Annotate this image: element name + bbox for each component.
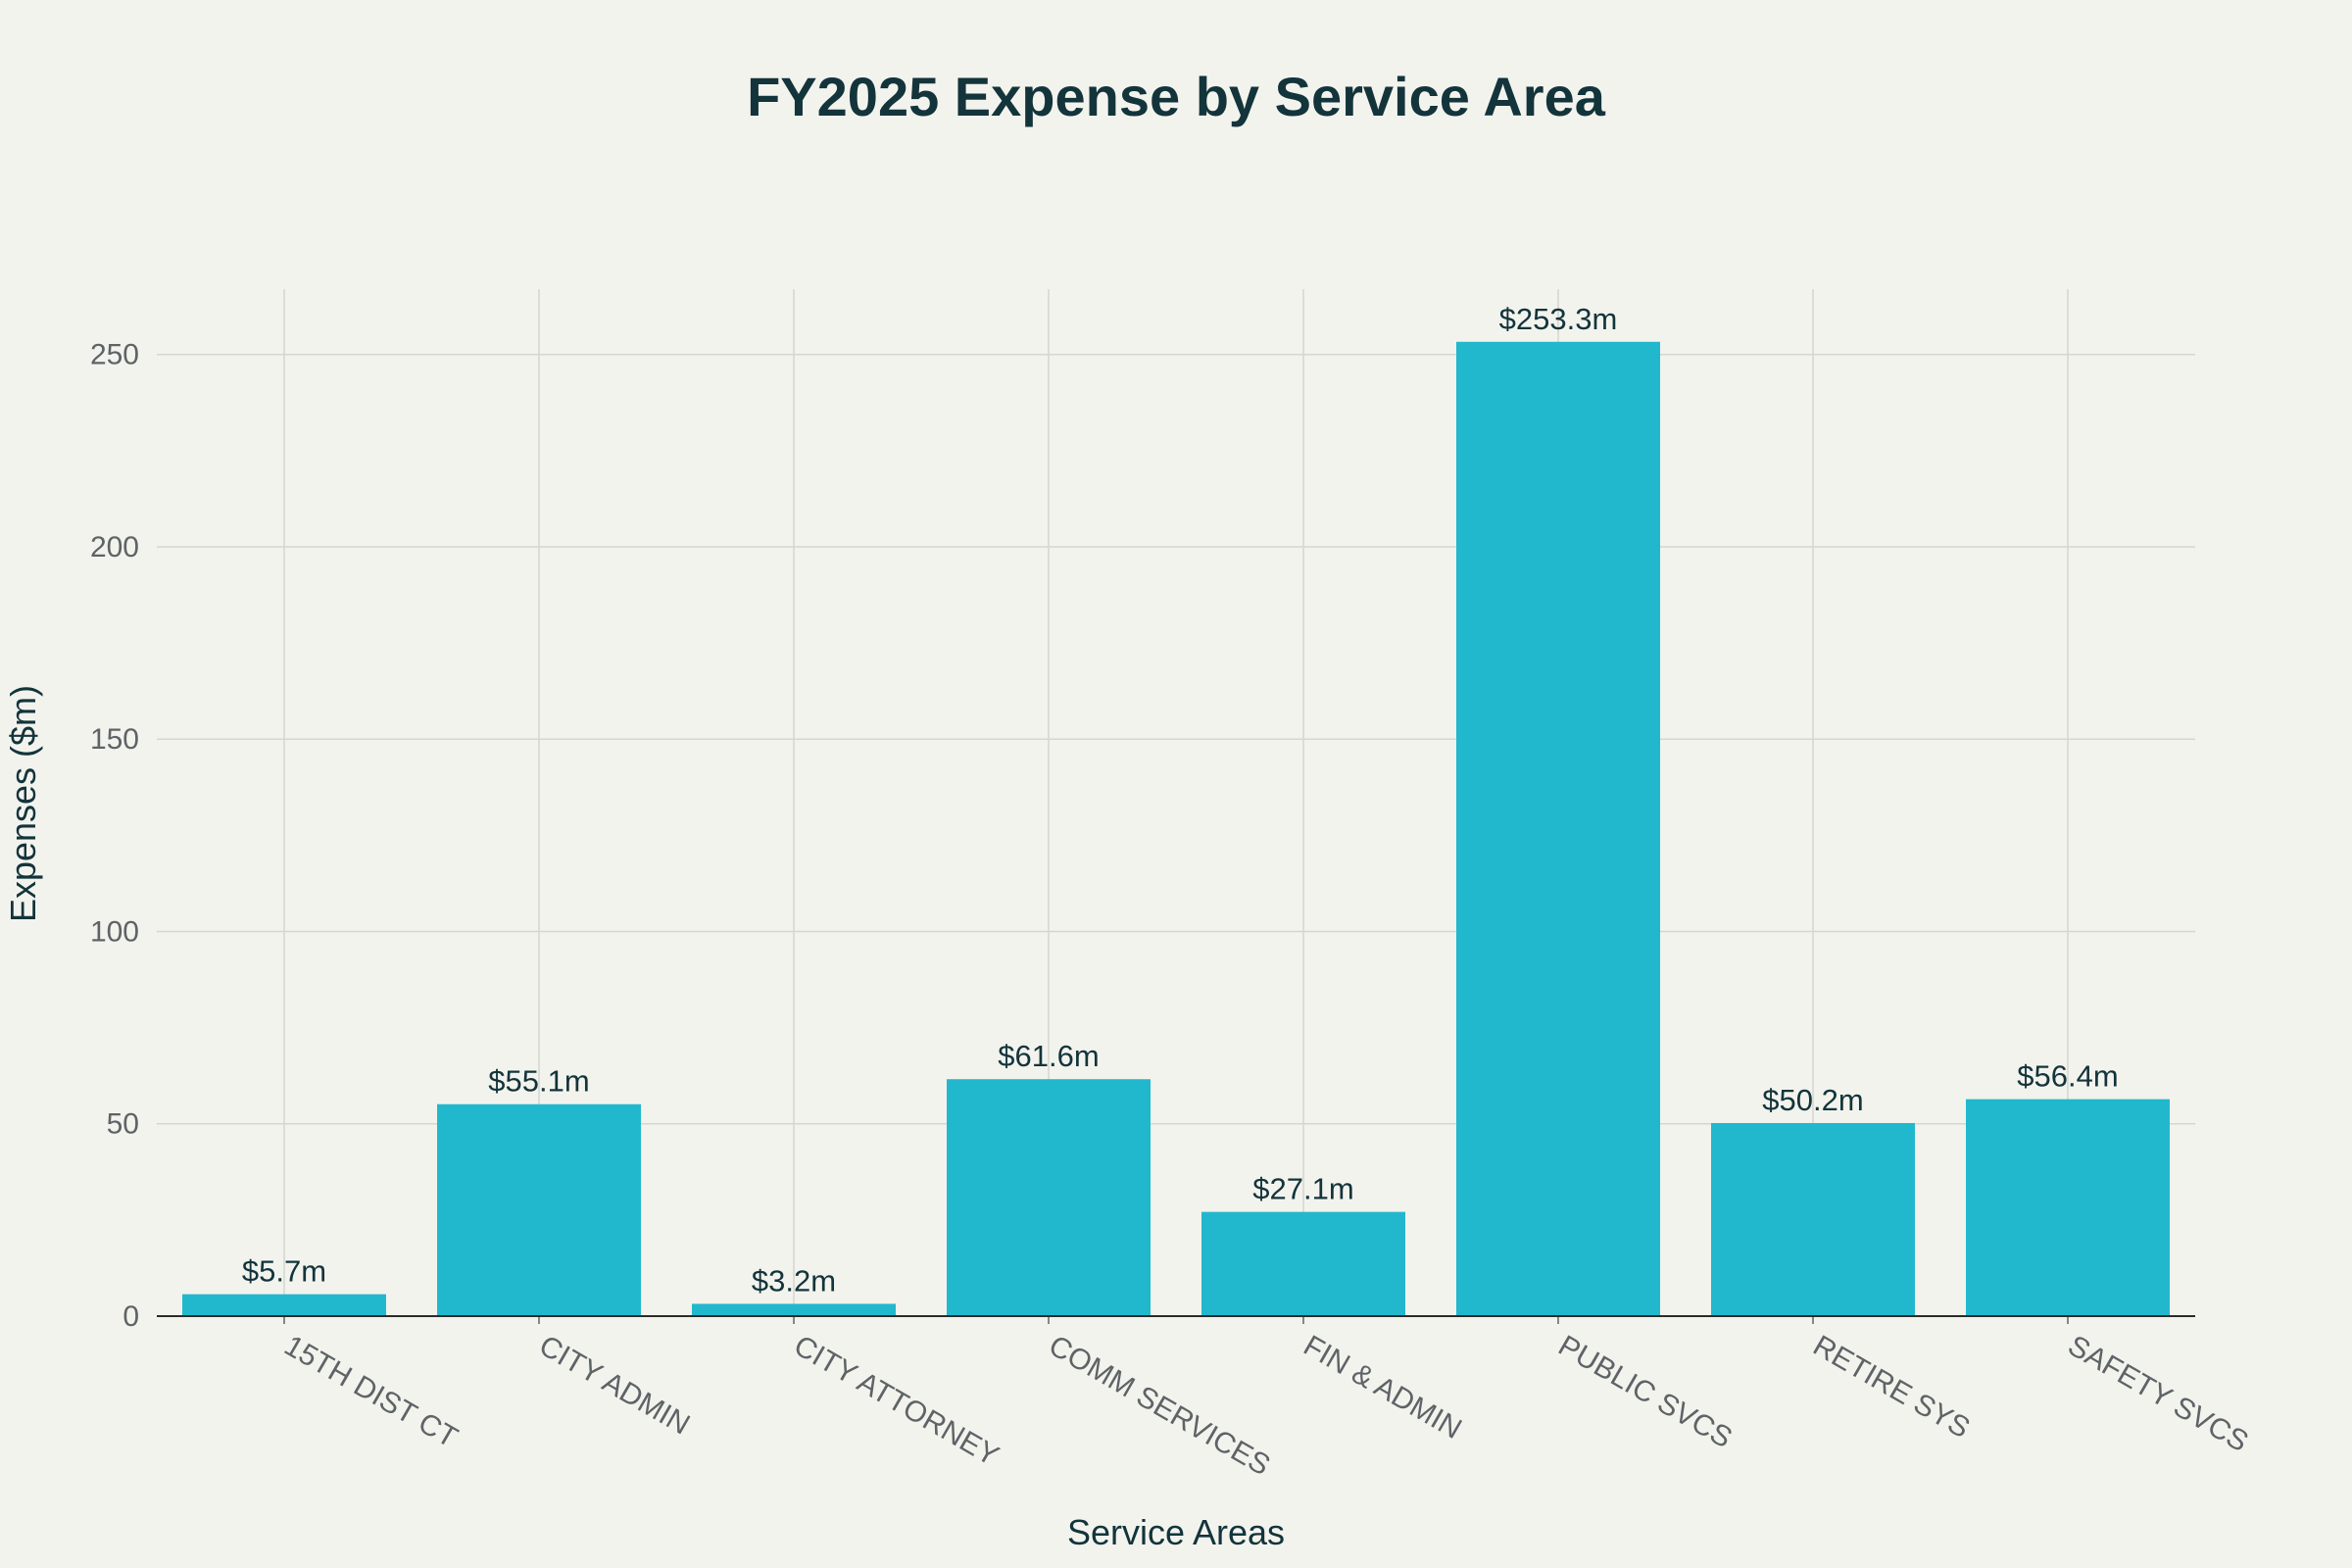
data-labels: $5.7m $55.1m $3.2m $61.6m $27.1m $253.3m $50.2… (242, 302, 2119, 1298)
bar-data-label: $55.1m (488, 1064, 589, 1099)
y-tick-label: 250 (90, 339, 139, 371)
bar (1201, 1211, 1405, 1316)
y-tick-label: 200 (90, 531, 139, 564)
chart-title: FY2025 Expense by Service Area (747, 66, 1606, 127)
y-axis-ticks: 0 50 100 150 200 250 (90, 339, 139, 1333)
bars (182, 341, 2170, 1316)
y-tick-label: 50 (107, 1108, 139, 1141)
y-tick-label: 100 (90, 915, 139, 948)
bar (437, 1103, 641, 1316)
y-axis-title: Expenses ($m) (3, 685, 43, 922)
x-tick-label: CITY ADMIN (534, 1329, 696, 1441)
bar-data-label: $27.1m (1252, 1172, 1353, 1206)
x-tick-label: FIN & ADMIN (1298, 1329, 1467, 1446)
x-tick-label: RETIRE SYS (1808, 1329, 1976, 1445)
x-tick-label: CITY ATTORNEY (789, 1329, 1004, 1472)
bar-data-label: $61.6m (998, 1039, 1099, 1073)
bar-data-label: $253.3m (1499, 302, 1618, 336)
x-tick-label: 15TH DIST CT (279, 1329, 464, 1453)
bar (1456, 341, 1660, 1316)
bar (947, 1079, 1151, 1316)
x-axis-title: Service Areas (1067, 1512, 1285, 1552)
x-tick-label: COMM SERVICES (1044, 1329, 1276, 1482)
bar (1711, 1122, 1915, 1316)
x-tick-label: SAFETY SVCS (2063, 1329, 2254, 1458)
bar-data-label: $5.7m (242, 1254, 326, 1289)
x-tick-label: PUBLIC SVCS (1553, 1329, 1738, 1454)
bar (692, 1303, 896, 1316)
x-axis-ticks: 15TH DIST CT CITY ADMIN CITY ATTORNEY COMM … (279, 1316, 2254, 1482)
y-tick-label: 0 (122, 1300, 139, 1333)
bar-data-label: $50.2m (1762, 1083, 1863, 1117)
bar-data-label: $56.4m (2017, 1059, 2118, 1094)
y-tick-label: 150 (90, 723, 139, 756)
bar (182, 1294, 386, 1316)
bar (1966, 1099, 2170, 1316)
bar-data-label: $3.2m (752, 1263, 836, 1298)
